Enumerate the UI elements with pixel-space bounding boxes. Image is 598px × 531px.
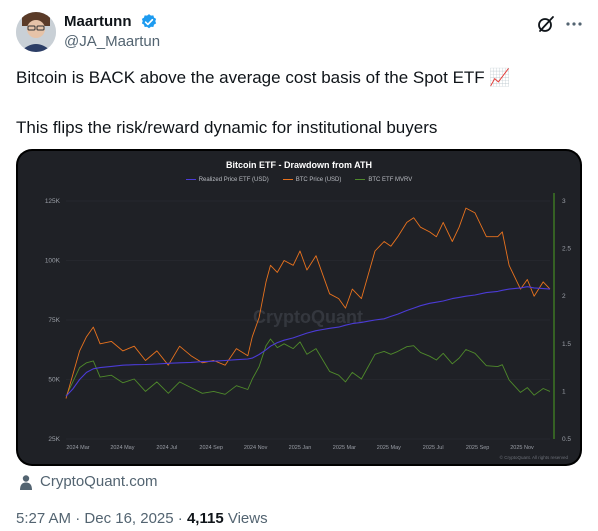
- y-tick-label: 50K: [48, 377, 60, 384]
- legend-item-btc: BTC Price (USD): [282, 177, 342, 183]
- verified-badge-icon: [140, 13, 158, 36]
- person-icon: [18, 474, 34, 495]
- y-tick-label: 100K: [45, 258, 61, 265]
- y2-tick-label: 2.5: [562, 246, 571, 253]
- x-tick-label: 2024 Sep: [199, 445, 223, 451]
- x-tick-label: 2024 Mar: [66, 445, 89, 451]
- author-name[interactable]: Maartunn: [64, 13, 132, 30]
- y2-tick-label: 2: [562, 293, 566, 300]
- y-tick-label: 75K: [48, 317, 60, 324]
- y2-tick-label: 3: [562, 198, 566, 205]
- x-tick-label: 2024 Nov: [244, 445, 268, 451]
- grok-icon[interactable]: [536, 14, 556, 39]
- x-tick-label: 2025 Jan: [289, 445, 312, 451]
- x-tick-label: 2025 Nov: [510, 445, 534, 451]
- x-tick-label: 2024 Jul: [156, 445, 177, 451]
- chart-svg: 25K 50K 75K 100K 125K 0.5 1 1.5 2 2.5 3 2024 Mar 202…: [45, 193, 571, 460]
- author-handle[interactable]: @JA_Maartun: [64, 33, 161, 50]
- watermark: CryptoQuant: [253, 307, 363, 327]
- more-options-icon[interactable]: [564, 14, 584, 39]
- y-tick-label: 25K: [48, 436, 60, 443]
- post-header: Maartunn @JA_Maartun: [16, 12, 582, 56]
- legend-label-realized: Realized Price ETF (USD): [198, 177, 269, 183]
- post-meta: 5:27 AM · Dec 16, 2025 · 4,115 Views: [16, 510, 268, 527]
- x-tick-label: 2024 May: [110, 445, 134, 451]
- legend-label-btc: BTC Price (USD): [295, 177, 342, 183]
- series-line-mvrv: [65, 338, 551, 397]
- legend-item-mvrv: BTC ETF MVRV: [355, 177, 412, 183]
- chart-title: Bitcoin ETF - Drawdown from ATH: [226, 160, 372, 170]
- views-count: 4,115: [186, 510, 224, 527]
- x-tick-label: 2025 Sep: [466, 445, 490, 451]
- legend-item-realized: Realized Price ETF (USD): [185, 177, 269, 183]
- views-label: Views: [227, 510, 268, 527]
- y2-tick-label: 0.5: [562, 436, 571, 443]
- chart-panel: Bitcoin ETF - Drawdown from ATH Realized…: [18, 151, 580, 464]
- x-tick-label: 2025 May: [377, 445, 401, 451]
- post-date[interactable]: Dec 16, 2025: [84, 510, 174, 527]
- chart-image[interactable]: Bitcoin ETF - Drawdown from ATH Realized…: [16, 149, 582, 466]
- source-label: CryptoQuant.com: [40, 473, 158, 490]
- copyright-label: © CryptoQuant. All rights reserved: [500, 454, 569, 460]
- series-line-btc-price: [65, 207, 551, 399]
- series-line-realized-price: [65, 286, 551, 397]
- x-tick-label: 2025 Jul: [423, 445, 444, 451]
- post-time[interactable]: 5:27 AM: [16, 510, 72, 527]
- chart-legend: Realized Price ETF (USD) BTC Price (USD)…: [18, 177, 580, 183]
- meta-separator-1: ·: [75, 510, 81, 527]
- y2-tick-label: 1: [562, 388, 566, 395]
- x-tick-label: 2025 Mar: [333, 445, 356, 451]
- y2-tick-label: 1.5: [562, 341, 571, 348]
- post-text-line-2: This flips the risk/reward dynamic for i…: [16, 118, 438, 137]
- meta-separator-2: ·: [177, 510, 183, 527]
- post-text-line-1: Bitcoin is BACK above the average cost b…: [16, 68, 511, 87]
- legend-label-mvrv: BTC ETF MVRV: [368, 177, 413, 183]
- avatar-image: [16, 12, 56, 52]
- avatar[interactable]: [16, 12, 56, 52]
- y-tick-label: 125K: [45, 198, 61, 205]
